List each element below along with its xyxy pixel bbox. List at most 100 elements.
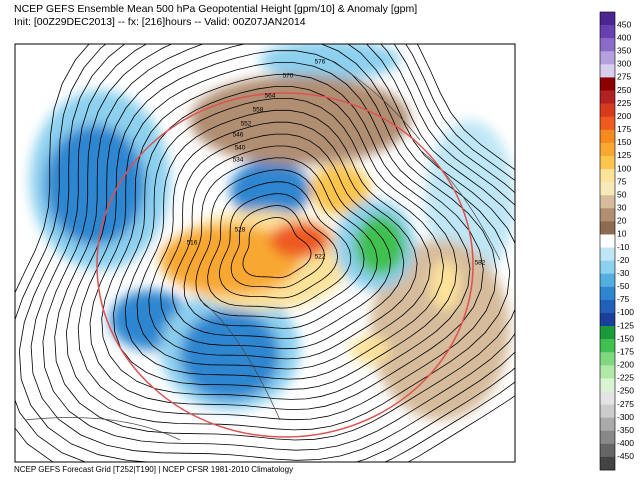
- colorbar-label: -450: [617, 451, 634, 461]
- contour: [42, 44, 515, 451]
- colorbar-label: 250: [617, 85, 631, 95]
- title: NCEP GEFS Ensemble Mean 500 hPa Geopoten…: [14, 3, 417, 15]
- colorbar-swatch: [600, 12, 615, 26]
- contour-label: 552: [241, 121, 252, 128]
- colorbar-swatch: [600, 326, 615, 340]
- contour-label: 546: [233, 132, 244, 139]
- colorbar-swatch: [600, 339, 615, 353]
- contour-label: 558: [253, 107, 264, 114]
- colorbar-swatch: [600, 247, 615, 261]
- colorbar-swatch: [600, 365, 615, 379]
- colorbar-label: -30: [617, 268, 630, 278]
- colorbar-swatch: [600, 443, 615, 458]
- contour-label: 534: [233, 157, 244, 164]
- colorbar-label: -200: [617, 360, 634, 370]
- colorbar-label: -100: [617, 307, 634, 317]
- colorbar: 450 400 350 300 275 250 225 200 175 150 125 100 75 50…: [599, 11, 634, 471]
- colorbar-label: -175: [617, 346, 634, 356]
- colorbar-swatch: [600, 312, 615, 327]
- colorbar-label: 30: [617, 203, 627, 213]
- colorbar-swatch: [600, 260, 615, 275]
- colorbar-swatch: [600, 64, 615, 78]
- contour: [195, 169, 365, 319]
- colorbar-swatch: [600, 51, 615, 65]
- colorbar-swatch: [600, 182, 615, 196]
- colorbar-swatch: [600, 155, 615, 170]
- contour: [171, 145, 392, 340]
- contour: [15, 44, 515, 462]
- colorbar-swatch: [600, 25, 615, 39]
- colorbar-label: 175: [617, 124, 631, 134]
- colorbar-swatch: [600, 234, 615, 248]
- colorbar-label: -125: [617, 320, 634, 330]
- colorbar-label: -300: [617, 412, 634, 422]
- colorbar-swatch: [600, 430, 615, 445]
- colorbar-label: 75: [617, 176, 627, 186]
- colorbar-label: 200: [617, 111, 631, 121]
- colorbar-swatch: [600, 456, 615, 471]
- colorbar-label: 400: [617, 32, 631, 42]
- colorbar-swatch: [600, 299, 615, 314]
- colorbar-label: 450: [617, 19, 631, 29]
- contour: [160, 133, 405, 350]
- footer: NCEP GEFS Forecast Grid [T252|T190] | NC…: [14, 465, 293, 474]
- contour: [242, 217, 312, 279]
- colorbar-label: -275: [617, 399, 634, 409]
- colorbar-swatch: [600, 129, 615, 144]
- colorbar-swatch: [600, 38, 615, 52]
- colorbar-label: 50: [617, 189, 627, 199]
- colorbar-swatch: [600, 221, 615, 235]
- contour: [124, 98, 444, 380]
- colorbar-swatch: [600, 169, 615, 183]
- contour: [15, 44, 515, 462]
- contour: [30, 44, 515, 461]
- contour: [18, 44, 515, 462]
- colorbar-swatch: [600, 142, 615, 157]
- colorbar-swatch: [600, 286, 615, 301]
- colorbar-label: 150: [617, 137, 631, 147]
- colorbar-swatch: [600, 391, 615, 405]
- colorbar-label: -50: [617, 281, 630, 291]
- colorbar-swatch: [600, 378, 615, 392]
- colorbar-swatch: [600, 77, 615, 91]
- contour: [136, 109, 431, 370]
- colorbar-swatch: [600, 90, 615, 104]
- contour: [230, 205, 325, 289]
- height-contours: [15, 44, 515, 462]
- colorbar-label: 225: [617, 98, 631, 108]
- coastlines: [24, 59, 501, 441]
- colorbar-swatch: [600, 417, 615, 432]
- colorbar-label: 300: [617, 59, 631, 69]
- colorbar-swatch: [600, 208, 615, 222]
- colorbar-swatch: [600, 352, 615, 366]
- colorbar-label: -400: [617, 438, 634, 448]
- contour: [77, 50, 497, 421]
- contour-label: 522: [315, 254, 326, 261]
- colorbar-swatch: [600, 273, 615, 288]
- contour: [89, 62, 484, 411]
- colorbar-label: 100: [617, 163, 631, 173]
- colorbar-label: 125: [617, 150, 631, 160]
- contour-label: 528: [235, 227, 246, 234]
- subtitle: Init: [00Z29DEC2013] -- fx: [216]hours -…: [14, 16, 306, 28]
- colorbar-label: 350: [617, 46, 631, 56]
- contour: [148, 121, 418, 360]
- colorbar-swatch: [600, 404, 615, 418]
- colorbar-label: -225: [617, 373, 634, 383]
- contour-label: 570: [283, 73, 294, 80]
- contour: [113, 86, 458, 390]
- contour-label: 540: [235, 145, 246, 152]
- contour: [218, 193, 339, 299]
- colorbar-label: -75: [617, 294, 630, 304]
- map-frame: [14, 43, 516, 463]
- contour: [183, 157, 378, 329]
- colorbar-label: -20: [617, 255, 630, 265]
- contour-label: 516: [187, 240, 198, 247]
- contour-label: 564: [265, 93, 276, 100]
- colorbar-swatch: [600, 116, 615, 131]
- contour: [54, 44, 515, 441]
- colorbar-label: 20: [617, 216, 627, 226]
- colorbar-swatch: [600, 195, 615, 209]
